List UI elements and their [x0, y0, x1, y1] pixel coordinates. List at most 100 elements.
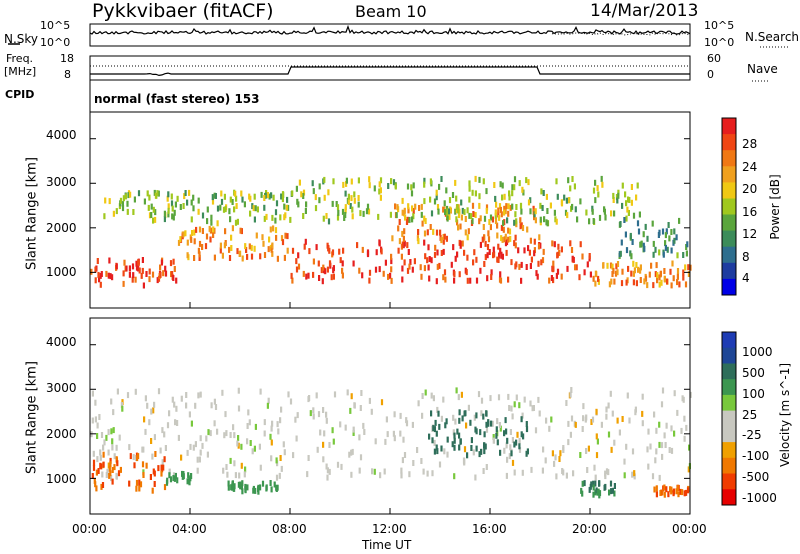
heatmap-cell	[588, 486, 591, 493]
heatmap-cell	[658, 281, 661, 288]
heatmap-cell	[99, 454, 102, 461]
heatmap-cell	[409, 259, 412, 265]
heatmap-cell	[655, 485, 658, 492]
heatmap-cell	[151, 453, 154, 460]
velocity-colorbar-segment	[722, 363, 736, 380]
heatmap-cell	[651, 220, 654, 227]
heatmap-cell	[539, 202, 542, 209]
heatmap-cell	[92, 459, 96, 466]
heatmap-cell	[486, 244, 490, 250]
xtick: 12:00	[372, 522, 407, 536]
heatmap-cell	[398, 219, 401, 225]
heatmap-cell	[219, 247, 222, 254]
heatmap-cell	[643, 278, 646, 285]
heatmap-cell	[613, 439, 616, 446]
freq-unit-label: [MHz]	[4, 65, 37, 78]
heatmap-cell	[176, 477, 179, 484]
heatmap-cell	[183, 193, 186, 200]
heatmap-cell	[97, 468, 100, 474]
heatmap-cell	[552, 277, 555, 284]
heatmap-cell	[494, 218, 498, 225]
heatmap-cell	[418, 205, 421, 211]
heatmap-cell	[600, 175, 603, 182]
heatmap-cell	[518, 180, 521, 187]
heatmap-cell	[111, 274, 114, 281]
heatmap-cell	[196, 456, 199, 463]
heatmap-cell	[132, 209, 135, 215]
heatmap-cell	[614, 270, 618, 277]
heatmap-cell	[160, 259, 163, 266]
heatmap-cell	[129, 191, 132, 198]
heatmap-cell	[139, 481, 143, 488]
heatmap-cell	[570, 387, 573, 393]
heatmap-cell	[565, 197, 568, 204]
heatmap-cell	[458, 208, 461, 215]
heatmap-cell	[173, 209, 176, 216]
heatmap-cell	[190, 199, 193, 206]
heatmap-cell	[337, 209, 340, 216]
heatmap-cell	[611, 263, 614, 270]
heatmap-cell	[483, 442, 486, 449]
heatmap-cell	[454, 418, 457, 425]
heatmap-cell	[237, 387, 240, 394]
heatmap-cell	[146, 190, 149, 197]
heatmap-cell	[596, 489, 599, 496]
heatmap-cell	[420, 203, 423, 210]
heatmap-cell	[137, 265, 140, 272]
velocity-colorbar-segment	[722, 489, 736, 506]
heatmap-cell	[511, 190, 514, 197]
heatmap-cell	[260, 191, 263, 198]
heatmap-cell	[181, 473, 184, 480]
heatmap-cell	[143, 416, 146, 423]
heatmap-cell	[570, 247, 574, 253]
heatmap-cell	[581, 490, 584, 497]
heatmap-cell	[496, 256, 499, 263]
heatmap-cell	[110, 398, 113, 405]
heatmap-cell	[102, 461, 105, 468]
heatmap-cell	[525, 450, 528, 457]
heatmap-cell	[385, 416, 388, 423]
heatmap-cell	[467, 404, 470, 411]
heatmap-cell	[374, 266, 378, 273]
heatmap-cell	[244, 243, 247, 250]
heatmap-cell	[189, 443, 192, 450]
heatmap-cell	[613, 483, 616, 489]
velocity-colorbar-segment	[722, 457, 736, 474]
heatmap-cell	[228, 255, 232, 261]
heatmap-cell	[311, 180, 314, 187]
heatmap-cell	[442, 238, 445, 245]
heatmap-cell	[440, 415, 443, 422]
heatmap-cell	[504, 208, 507, 215]
heatmap-cell	[594, 280, 597, 287]
heatmap-cell	[624, 231, 627, 238]
heatmap-cell	[429, 178, 432, 185]
heatmap-cell	[144, 395, 147, 402]
heatmap-cell	[163, 216, 166, 223]
heatmap-cell	[492, 252, 495, 259]
heatmap-cell	[308, 395, 311, 401]
heatmap-cell	[458, 417, 461, 424]
heatmap-cell	[384, 438, 387, 445]
power-colorbar-segment	[722, 118, 736, 135]
heatmap-cell	[190, 420, 193, 427]
heatmap-cell	[422, 468, 425, 475]
heatmap-cell	[199, 435, 202, 442]
heatmap-cell	[518, 446, 522, 453]
heatmap-cell	[366, 203, 370, 210]
heatmap-cell	[412, 208, 415, 214]
heatmap-cell	[485, 464, 488, 470]
heatmap-cell	[259, 388, 262, 395]
heatmap-cell	[225, 430, 228, 437]
heatmap-cell	[252, 205, 255, 212]
heatmap-cell	[555, 272, 558, 279]
heatmap-cell	[597, 191, 600, 198]
heatmap-cell	[148, 212, 152, 219]
heatmap-cell	[665, 486, 668, 493]
heatmap-cell	[145, 462, 148, 469]
heatmap-cell	[274, 209, 278, 216]
heatmap-cell	[161, 459, 164, 466]
heatmap-cell	[265, 484, 268, 491]
heatmap-cell	[147, 204, 150, 211]
heatmap-cell	[401, 241, 404, 248]
heatmap-cell	[417, 400, 420, 407]
